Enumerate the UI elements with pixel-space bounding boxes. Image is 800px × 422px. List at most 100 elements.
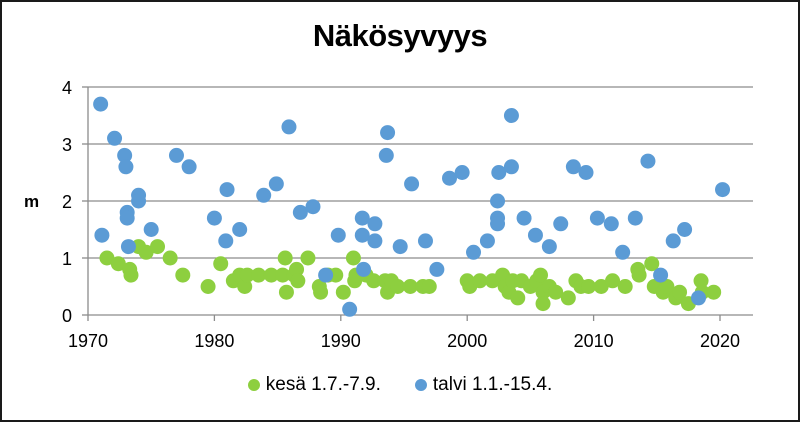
- data-point: [131, 193, 147, 209]
- series-winter: [93, 96, 731, 317]
- data-point: [631, 267, 647, 283]
- data-point: [402, 279, 418, 294]
- data-point: [237, 279, 253, 294]
- data-point: [318, 267, 334, 283]
- data-point: [560, 290, 576, 306]
- x-tick-label: 2000: [447, 331, 487, 351]
- data-point: [123, 267, 139, 283]
- gridlines: [88, 86, 753, 259]
- data-point: [117, 147, 133, 163]
- data-point: [367, 216, 383, 232]
- data-point: [150, 239, 166, 255]
- data-point: [356, 261, 372, 277]
- data-point: [378, 147, 394, 163]
- data-point: [490, 193, 506, 209]
- data-point: [239, 267, 255, 283]
- data-point: [659, 279, 675, 294]
- data-point: [118, 159, 134, 175]
- data-point: [277, 250, 293, 266]
- data-point: [94, 227, 110, 243]
- data-point: [565, 159, 581, 175]
- data-point: [289, 261, 305, 277]
- tick-labels: 0 1 2 3 4 1970 1980 1990 2000 2010 2020: [62, 78, 740, 351]
- y-axis-label: m: [24, 192, 39, 211]
- data-point: [313, 284, 329, 300]
- y-tick-label: 3: [62, 135, 72, 155]
- data-point: [110, 256, 126, 272]
- x-tick-label: 1990: [321, 331, 361, 351]
- x-tick-label: 1970: [68, 331, 108, 351]
- data-point: [706, 284, 722, 300]
- data-point: [578, 165, 594, 180]
- data-point: [213, 256, 229, 272]
- data-point: [278, 284, 294, 300]
- data-point: [672, 284, 688, 300]
- y-tick-label: 4: [62, 78, 72, 98]
- data-point: [510, 290, 526, 306]
- y-tick-label: 2: [62, 192, 72, 212]
- y-tick-label: 1: [62, 249, 72, 269]
- data-point: [366, 273, 382, 289]
- data-point: [143, 222, 159, 237]
- data-point: [200, 279, 216, 294]
- data-point: [715, 182, 731, 198]
- legend-marker-winter: [414, 379, 427, 391]
- data-point: [162, 250, 178, 266]
- data-point: [553, 216, 569, 232]
- data-point: [330, 227, 346, 243]
- data-point: [466, 244, 482, 260]
- legend: kesä 1.7.-7.9. talvi 1.1.-15.4.: [0, 374, 800, 396]
- data-point: [175, 267, 191, 283]
- data-point: [541, 239, 557, 255]
- data-point: [503, 159, 519, 175]
- data-point: [380, 125, 396, 141]
- data-point: [503, 108, 519, 123]
- data-point: [305, 199, 321, 215]
- data-point: [454, 165, 470, 180]
- data-point: [99, 250, 115, 266]
- legend-item-winter: talvi 1.1.-15.4.: [414, 374, 552, 396]
- data-point: [268, 176, 284, 192]
- data-point: [603, 216, 619, 232]
- data-point: [644, 256, 660, 272]
- data-point: [292, 204, 308, 220]
- series-summer: [99, 239, 722, 312]
- data-point: [120, 239, 136, 255]
- data-point: [653, 267, 669, 283]
- data-point: [404, 176, 420, 192]
- data-point: [589, 210, 605, 226]
- data-point: [107, 130, 123, 146]
- data-point: [138, 244, 154, 260]
- legend-marker-summer: [247, 379, 260, 391]
- data-point: [491, 165, 507, 180]
- data-point: [627, 210, 643, 226]
- data-point: [354, 227, 370, 243]
- data-point: [593, 279, 609, 294]
- x-tick-label: 1980: [194, 331, 234, 351]
- data-point: [533, 267, 549, 283]
- data-point: [691, 290, 707, 306]
- data-point: [421, 279, 437, 294]
- x-tick-label: 2020: [700, 331, 740, 351]
- data-point: [281, 119, 297, 135]
- y-tick-label: 0: [62, 306, 72, 326]
- data-point: [93, 96, 109, 112]
- data-point: [390, 279, 406, 294]
- x-tick-label: 2010: [574, 331, 614, 351]
- data-point: [617, 279, 633, 294]
- data-point: [479, 233, 495, 249]
- data-point: [290, 273, 306, 289]
- data-point: [516, 210, 532, 226]
- legend-label-summer: kesä 1.7.-7.9.: [265, 374, 381, 395]
- data-point: [345, 250, 361, 266]
- data-point: [417, 233, 433, 249]
- data-point: [354, 210, 370, 226]
- data-point: [605, 273, 621, 289]
- data-point: [206, 210, 222, 226]
- data-point: [263, 267, 279, 283]
- data-point: [581, 279, 597, 294]
- data-point: [181, 159, 197, 175]
- data-point: [535, 296, 551, 312]
- axes: [82, 86, 753, 321]
